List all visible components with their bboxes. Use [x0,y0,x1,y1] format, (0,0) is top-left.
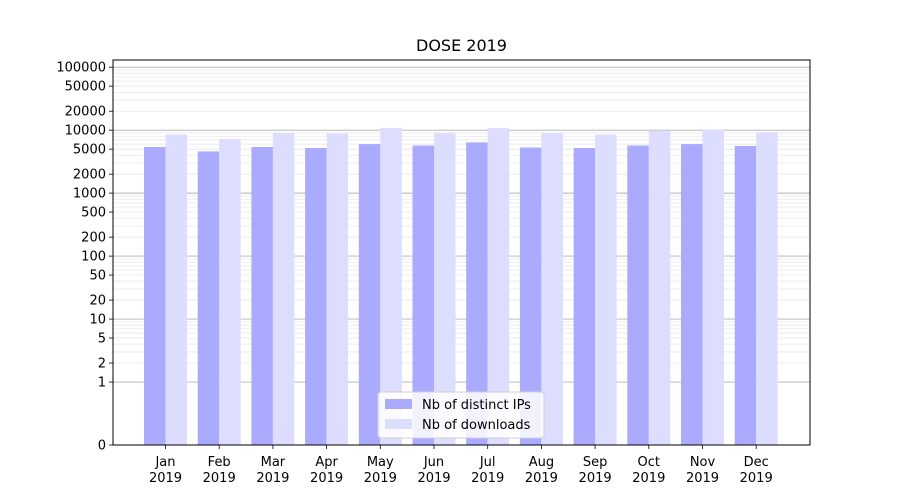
y-tick-label: 5000 [73,143,106,158]
bar-downloads-sep [595,134,617,446]
x-tick-label-year: 2019 [364,471,397,486]
bar-distinct-ips-aug [519,147,542,446]
x-tick-label-year: 2019 [740,471,773,486]
bar-downloads-mar [272,133,295,445]
bar-downloads-jan [165,134,187,446]
bar-distinct-ips-dec [734,146,757,445]
bar-distinct-ips-sep [573,148,596,445]
x-tick-label-year: 2019 [632,471,665,486]
y-tick-label: 1000 [73,187,106,202]
x-tick-label-month: Oct [638,455,660,470]
x-tick-label-year: 2019 [256,471,289,486]
bar-distinct-ips-feb [197,151,220,446]
bar-distinct-ips-mar [251,146,273,445]
y-tick-label: 20 [89,294,106,309]
legend-label: Nb of distinct IPs [422,398,531,413]
legend-box [377,391,545,439]
y-tick-label: 2 [98,357,106,372]
bar-downloads-jun [434,132,456,446]
y-tick-label: 10 [89,313,106,328]
x-tick-label-month: May [367,455,394,470]
y-tick-label: 2000 [73,168,106,183]
x-tick-label-month: Feb [208,455,231,470]
y-tick-label: 100 [81,250,106,265]
x-tick-label-year: 2019 [149,471,182,486]
x-tick-label-year: 2019 [525,471,558,486]
bars [144,128,778,446]
bar-downloads-jul [487,128,510,445]
x-axis: Jan2019Feb2019Mar2019Apr2019May2019Jun20… [149,445,773,486]
bar-distinct-ips-jul [466,142,488,445]
bar-downloads-may [380,128,402,445]
x-tick-label-month: Aug [529,455,554,470]
y-tick-label: 5 [98,332,106,347]
chart-title: DOSE 2019 [416,36,507,55]
x-tick-label-month: Apr [315,455,338,470]
x-tick-label-month: Mar [261,455,286,470]
bar-downloads-feb [219,139,241,445]
x-tick-label-year: 2019 [579,471,612,486]
x-tick-label-year: 2019 [686,471,719,486]
x-tick-label-year: 2019 [203,471,236,486]
x-tick-label-year: 2019 [417,471,450,486]
x-tick-label-month: Jun [423,455,444,470]
x-tick-label-year: 2019 [471,471,504,486]
x-tick-label-month: Jan [154,455,175,470]
y-tick-label: 50 [89,269,106,284]
bar-downloads-dec [756,132,778,446]
y-tick-label: 20000 [65,105,106,120]
bar-distinct-ips-jun [412,145,434,445]
bar-downloads-aug [541,133,563,445]
bar-downloads-oct [648,130,671,445]
bar-distinct-ips-may [358,144,381,446]
x-tick-label-month: Jul [479,455,496,470]
legend-swatch [385,419,412,429]
bar-downloads-apr [326,133,349,445]
legend: Nb of distinct IPs Nb of downloads [377,391,545,439]
y-tick-label: 200 [81,231,106,246]
y-tick-label: 50000 [65,80,106,95]
y-tick-label: 1 [98,376,106,391]
bar-downloads-nov [702,129,724,446]
y-tick-label: 500 [81,206,106,221]
plot-area-frame [112,59,811,446]
bar-distinct-ips-jan [144,146,166,445]
y-tick-label: 0 [98,439,106,454]
bar-distinct-ips-apr [305,148,327,445]
y-axis: 0 1 2 5 10 20 50 100 200 500 1000 2000 5000 10000 2000… [56,61,113,454]
x-tick-label-year: 2019 [310,471,343,486]
bar-distinct-ips-oct [627,145,649,445]
x-tick-label-month: Sep [583,455,608,470]
y-tick-label: 100000 [56,61,106,76]
bar-distinct-ips-nov [681,144,703,446]
y-tick-label: 10000 [65,124,106,139]
legend-label: Nb of downloads [422,418,531,433]
legend-swatch [385,399,412,409]
x-tick-label-month: Dec [744,455,769,470]
x-tick-label-month: Nov [690,455,716,470]
